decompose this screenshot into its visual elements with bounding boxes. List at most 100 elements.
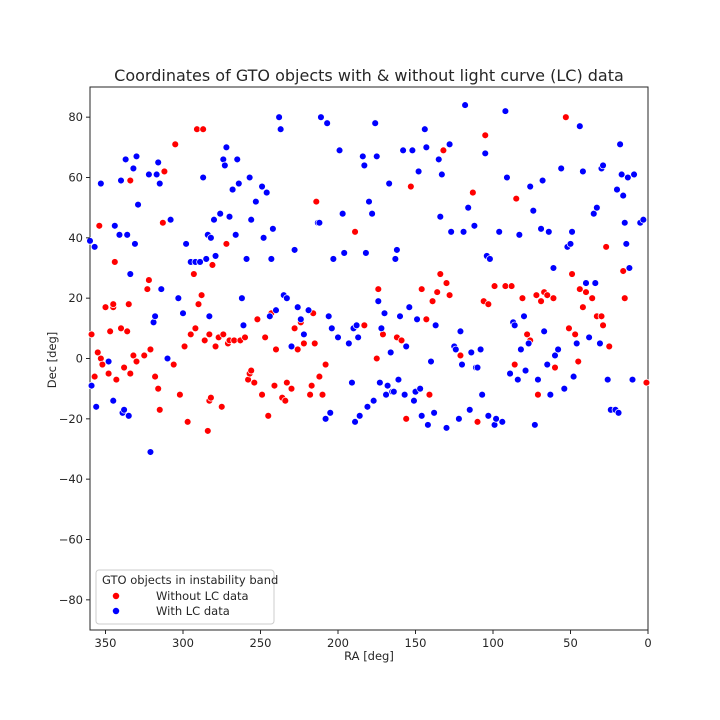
data-point	[473, 363, 482, 372]
data-point	[576, 285, 584, 293]
data-point	[98, 360, 107, 369]
data-point	[374, 297, 383, 305]
data-point	[506, 369, 514, 378]
data-point	[481, 131, 490, 140]
data-point	[507, 282, 516, 290]
y-tick-label: 80	[68, 110, 83, 124]
data-point	[311, 339, 319, 348]
data-point	[126, 369, 135, 378]
data-point	[120, 363, 128, 372]
data-point	[620, 219, 629, 227]
data-point	[393, 246, 401, 254]
data-point	[190, 270, 198, 278]
x-tick-label: 300	[172, 636, 194, 650]
data-point	[433, 288, 441, 296]
data-point	[134, 200, 142, 209]
data-point	[146, 345, 155, 354]
data-point	[425, 390, 434, 399]
data-point	[321, 415, 330, 423]
data-point	[560, 384, 569, 393]
data-point	[202, 255, 211, 263]
data-point	[157, 285, 166, 293]
data-point	[151, 312, 159, 321]
data-point	[145, 170, 153, 179]
data-point	[204, 427, 212, 435]
data-point	[442, 279, 451, 287]
data-point	[210, 215, 218, 224]
data-point	[222, 240, 231, 248]
data-point	[211, 252, 220, 260]
data-point	[512, 194, 520, 203]
data-point	[111, 258, 119, 266]
data-point	[566, 240, 575, 248]
data-point	[399, 146, 407, 155]
data-point	[95, 222, 104, 230]
y-tick-label: −80	[59, 593, 83, 607]
data-point	[408, 146, 417, 155]
data-point	[435, 155, 443, 164]
data-point	[106, 327, 114, 336]
data-point	[328, 324, 336, 333]
data-point	[617, 170, 626, 179]
data-point	[194, 300, 203, 308]
data-point	[351, 228, 359, 236]
data-point	[602, 243, 610, 251]
data-point	[218, 403, 226, 411]
data-point	[90, 372, 99, 381]
data-point	[430, 409, 438, 417]
data-point	[163, 354, 172, 363]
data-point	[572, 339, 581, 348]
data-point	[272, 306, 280, 314]
data-point	[239, 321, 248, 330]
data-point	[467, 348, 476, 357]
data-point	[120, 406, 128, 414]
data-point	[557, 164, 565, 173]
y-tick-label: −60	[59, 533, 83, 547]
data-point	[473, 418, 482, 426]
data-point	[390, 387, 398, 396]
data-point	[131, 240, 139, 248]
data-point	[183, 418, 192, 426]
data-point	[588, 294, 596, 302]
data-point	[501, 107, 510, 115]
data-point	[247, 366, 255, 375]
data-point	[324, 312, 333, 321]
x-tick-label: 100	[482, 636, 504, 650]
data-point	[596, 339, 604, 348]
data-point	[111, 222, 119, 230]
data-point	[315, 372, 324, 381]
data-point	[520, 312, 528, 321]
data-point	[510, 360, 519, 369]
data-point	[121, 155, 130, 164]
data-point	[205, 312, 214, 321]
data-point	[383, 381, 392, 390]
data-point	[252, 197, 260, 206]
data-point	[478, 390, 486, 399]
data-point	[104, 357, 113, 366]
data-point	[287, 342, 296, 351]
data-point	[518, 294, 527, 302]
data-point	[376, 378, 384, 387]
data-point	[452, 345, 460, 354]
data-point	[549, 264, 558, 272]
data-point	[501, 282, 510, 290]
data-point	[216, 209, 224, 218]
data-point	[524, 339, 533, 348]
data-point	[180, 342, 189, 351]
data-point	[445, 140, 454, 149]
data-point	[365, 197, 373, 206]
data-point	[630, 170, 638, 179]
data-point	[109, 396, 117, 405]
data-point	[569, 372, 578, 381]
data-point	[439, 146, 448, 155]
data-point	[283, 378, 291, 387]
data-point	[151, 372, 159, 381]
data-point	[391, 255, 400, 263]
data-point	[484, 412, 493, 420]
legend-label: With LC data	[156, 604, 230, 618]
data-point	[132, 152, 141, 161]
data-point	[166, 215, 175, 224]
data-point	[242, 255, 251, 263]
data-point	[422, 315, 431, 324]
